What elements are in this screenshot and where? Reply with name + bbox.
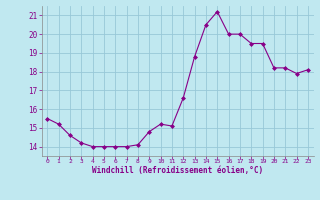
X-axis label: Windchill (Refroidissement éolien,°C): Windchill (Refroidissement éolien,°C)	[92, 166, 263, 175]
